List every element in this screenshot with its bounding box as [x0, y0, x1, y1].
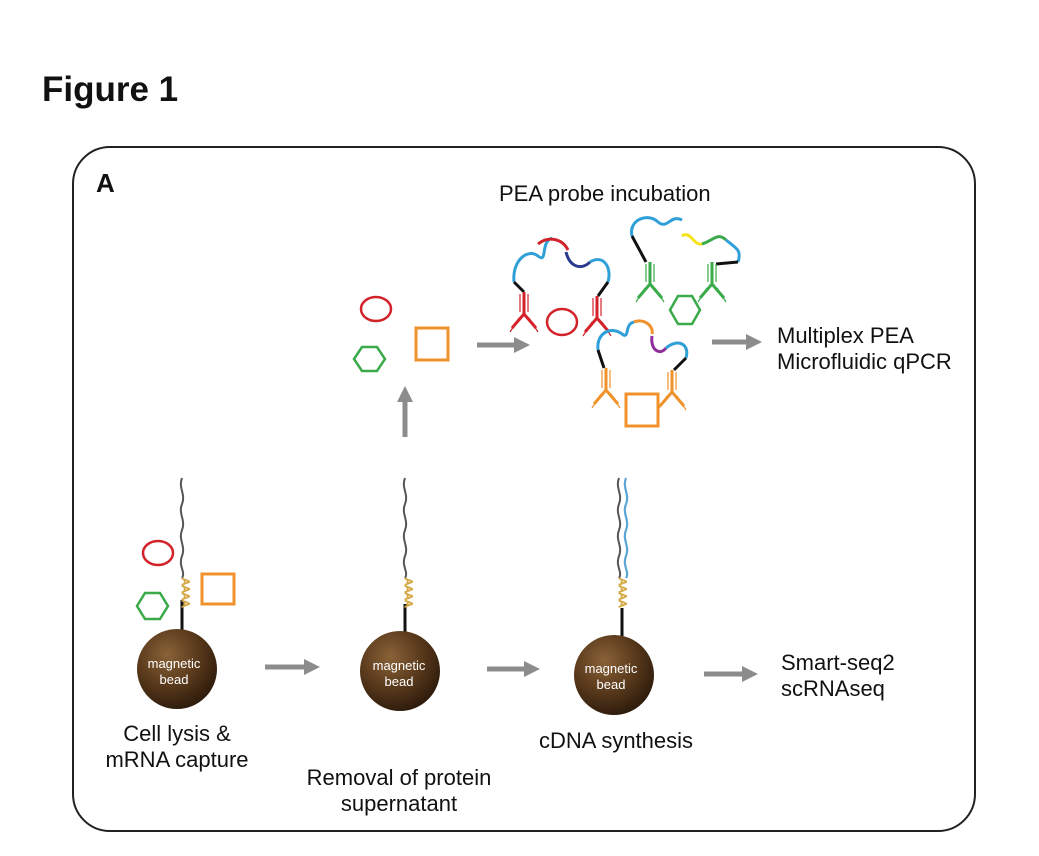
- label-pea-incubation: PEA probe incubation: [499, 181, 711, 206]
- magnetic-bead: [137, 629, 217, 709]
- antigen-hexagon: [135, 591, 170, 621]
- bead-label-line1: magnetic: [373, 658, 426, 673]
- arrow-to-multiplex: [712, 334, 762, 350]
- bead-step-lysis: AAAA magnetic bead: [135, 477, 236, 709]
- antigen-square: [414, 326, 450, 362]
- label-cell-lysis-2: mRNA capture: [105, 747, 249, 772]
- bead-label-line2: bead: [597, 677, 626, 692]
- bound-antigen-circle: [545, 307, 579, 337]
- arrow-removal-to-cdna: [487, 661, 540, 677]
- magnetic-bead: [574, 635, 654, 715]
- figure-title: Figure 1: [42, 70, 179, 109]
- bead-step-removal: AAAA magnetic bead: [360, 477, 440, 711]
- panel-frame: [72, 146, 976, 832]
- polya-tail: AAAA: [616, 578, 628, 608]
- bead-label-line1: magnetic: [148, 656, 201, 671]
- antigen-group-free: [352, 295, 450, 373]
- antigen-square: [200, 572, 236, 606]
- magnetic-bead: [360, 631, 440, 711]
- label-microfluidic-qpcr: Microfluidic qPCR: [777, 349, 952, 374]
- bead-label-line1: magnetic: [585, 661, 638, 676]
- pea-probe-cluster: [508, 216, 741, 428]
- label-removal-2: supernatant: [340, 791, 458, 816]
- bound-antigen-square: [624, 392, 660, 428]
- arrow-to-pea: [477, 337, 530, 353]
- arrow-cdna-to-smartseq: [704, 666, 758, 682]
- label-removal-1: Removal of protein: [306, 765, 492, 790]
- polya-tail: AAAA: [179, 578, 191, 608]
- bound-antigen-hexagon: [668, 294, 702, 326]
- label-cell-lysis-1: Cell lysis &: [123, 721, 231, 746]
- bead-step-cdna: AAAA magnetic bead: [574, 477, 654, 715]
- arrow-up: [397, 386, 413, 437]
- arrow-lysis-to-removal: [265, 659, 320, 675]
- label-scrnaseq: scRNAseq: [781, 676, 885, 701]
- antigen-hexagon: [352, 345, 387, 373]
- label-smartseq2: Smart-seq2: [781, 650, 895, 675]
- panel-letter: A: [96, 168, 115, 198]
- label-cdna-synthesis: cDNA synthesis: [538, 728, 694, 753]
- antigen-circle: [141, 539, 175, 567]
- bead-label-line2: bead: [160, 672, 189, 687]
- polya-tail: AAAA: [402, 578, 414, 608]
- antigen-circle: [359, 295, 393, 323]
- bead-label-line2: bead: [385, 674, 414, 689]
- label-multiplex-pea: Multiplex PEA: [777, 323, 914, 348]
